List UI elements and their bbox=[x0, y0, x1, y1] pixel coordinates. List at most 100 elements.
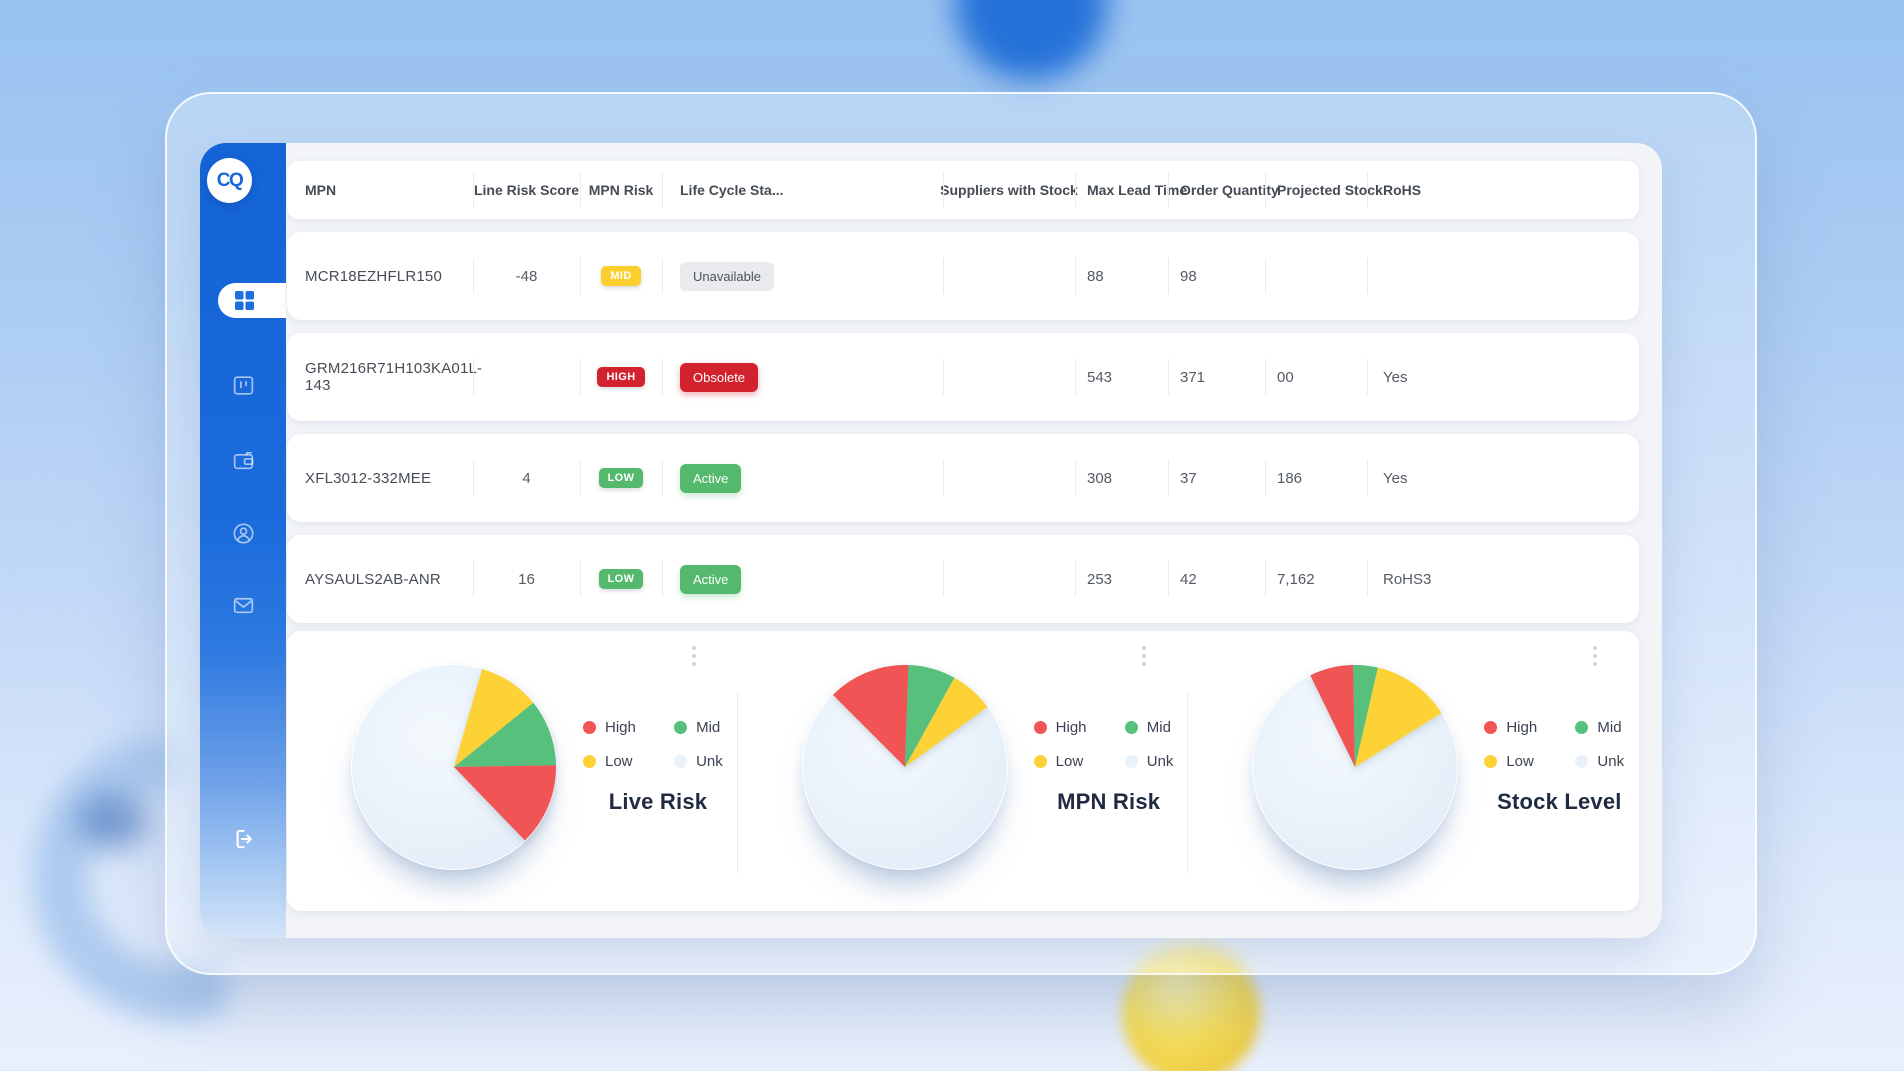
cell-value: 253 bbox=[1087, 570, 1113, 588]
column-header-label: Line Risk Score bbox=[473, 182, 580, 198]
pie-slice-high bbox=[1310, 665, 1356, 767]
cell-suppliers_with_stock bbox=[943, 535, 1075, 623]
legend-dot-icon bbox=[1484, 755, 1498, 768]
app-logo[interactable]: CQ bbox=[207, 158, 252, 203]
column-header-life_cycle_status: Life Cycle Sta... bbox=[662, 161, 943, 219]
column-header-rohs: RoHS bbox=[1367, 161, 1639, 219]
column-header-label: Life Cycle Sta... bbox=[680, 182, 784, 198]
dashboard-panel: CQ bbox=[200, 143, 1662, 938]
table-row[interactable]: XFL3012-332MEE 4 LOW Active 308 37 186 Yes bbox=[287, 434, 1639, 522]
life-cycle-status-badge: Unavailable bbox=[680, 261, 774, 291]
cell-projected_stock: 00 bbox=[1265, 333, 1367, 421]
legend-item-mid: Mid bbox=[674, 719, 733, 736]
sidebar-item-profile[interactable] bbox=[223, 513, 263, 553]
column-header-label: MPN Risk bbox=[588, 182, 654, 198]
legend-label: Unk bbox=[1146, 753, 1174, 770]
column-header-label: Max Lead Time bbox=[1087, 182, 1188, 198]
app-logo-text: CQ bbox=[216, 169, 244, 191]
legend-item-low: Low bbox=[583, 753, 646, 770]
sidebar-item-boards[interactable] bbox=[223, 365, 263, 405]
cell-value: 88 bbox=[1087, 267, 1104, 285]
cell-mpn_risk: LOW bbox=[580, 535, 662, 623]
table-row[interactable]: GRM216R71H103KA01L-143 HIGH Obsolete 543 371… bbox=[287, 333, 1639, 421]
decor-blue-hook bbox=[32, 736, 230, 1021]
cell-value: 7,162 bbox=[1277, 570, 1315, 588]
legend-label: Low bbox=[1506, 753, 1534, 770]
cell-value: 543 bbox=[1087, 368, 1113, 386]
legend-dot-icon bbox=[674, 721, 688, 734]
pie-slice-low bbox=[454, 668, 534, 767]
cell-suppliers_with_stock bbox=[943, 232, 1075, 320]
pie-slice-mid bbox=[454, 702, 556, 767]
chart-title: Live Risk bbox=[608, 789, 708, 814]
more-options-icon[interactable] bbox=[691, 646, 696, 666]
legend-label: High bbox=[605, 719, 636, 736]
cell-rohs: RoHS3 bbox=[1367, 535, 1639, 623]
pie-slice-high bbox=[454, 765, 556, 841]
cell-value: GRM216R71H103KA01L-143 bbox=[305, 360, 483, 394]
cell-value: 4 bbox=[522, 469, 531, 487]
cell-life_cycle_status: Active bbox=[662, 434, 943, 522]
legend-item-low: Low bbox=[1484, 753, 1547, 770]
column-header-order_quantity: Order Quantity bbox=[1168, 161, 1279, 219]
mpn-risk-badge: LOW bbox=[598, 569, 644, 589]
column-header-suppliers_with_stock: Suppliers with Stock bbox=[940, 161, 1078, 219]
legend-dot-icon bbox=[1575, 755, 1589, 768]
cell-value: 16 bbox=[518, 570, 535, 588]
cell-life_cycle_status: Obsolete bbox=[662, 333, 943, 421]
cell-suppliers_with_stock bbox=[943, 333, 1075, 421]
column-header-label: RoHS bbox=[1383, 182, 1422, 198]
mpn-risk-badge: LOW bbox=[598, 468, 644, 488]
cell-line_risk_score: 16 bbox=[473, 535, 580, 623]
cell-order_quantity: 98 bbox=[1168, 232, 1265, 320]
sidebar-item-dashboard[interactable] bbox=[218, 283, 286, 318]
decor-dark-smudge bbox=[76, 793, 148, 849]
column-header-mpn_risk: MPN Risk bbox=[580, 161, 662, 219]
more-options-icon[interactable] bbox=[1142, 646, 1147, 666]
column-header-projected_stock: Projected Stock bbox=[1265, 161, 1383, 219]
sidebar-item-wallet[interactable] bbox=[223, 440, 263, 480]
legend-item-unk: Unk bbox=[674, 753, 733, 770]
cell-max_lead_time: 543 bbox=[1075, 333, 1168, 421]
table-row[interactable]: AYSAULS2AB-ANR 16 LOW Active 253 42 7,162 RoHS3 bbox=[287, 535, 1639, 623]
cell-projected_stock: 186 bbox=[1265, 434, 1367, 522]
legend-label: High bbox=[1055, 719, 1087, 736]
sidebar-item-messages[interactable] bbox=[223, 585, 263, 625]
cell-rohs bbox=[1367, 232, 1639, 320]
legend-dot-icon bbox=[1124, 721, 1138, 734]
cell-value: -48 bbox=[515, 267, 538, 285]
column-header-label: Suppliers with Stock bbox=[940, 182, 1078, 198]
cell-mpn_risk: LOW bbox=[580, 434, 662, 522]
cell-mpn: MCR18EZHFLR150 bbox=[287, 232, 473, 320]
cell-value: RoHS3 bbox=[1383, 570, 1432, 588]
legend-dot-icon bbox=[1033, 721, 1047, 734]
more-options-icon[interactable] bbox=[1593, 646, 1598, 666]
legend-item-high: High bbox=[1033, 719, 1097, 736]
pie-slice-mid bbox=[1353, 665, 1379, 767]
chart-title: Stock Level bbox=[1497, 789, 1622, 814]
cell-line_risk_score: -48 bbox=[473, 232, 580, 320]
cell-rohs: Yes bbox=[1367, 434, 1639, 522]
column-header-label: Order Quantity bbox=[1180, 182, 1279, 198]
legend-label: Mid bbox=[1146, 719, 1171, 736]
table-row[interactable]: MCR18EZHFLR150 -48 MID Unavailable 88 98 bbox=[287, 232, 1639, 320]
legend-label: Unk bbox=[696, 753, 723, 770]
cell-projected_stock: 7,162 bbox=[1265, 535, 1367, 623]
cell-value: 37 bbox=[1180, 469, 1197, 487]
logout-icon bbox=[236, 829, 252, 849]
legend-dot-icon bbox=[1033, 755, 1047, 768]
cell-line_risk_score: 4 bbox=[473, 434, 580, 522]
column-header-line_risk_score: Line Risk Score bbox=[473, 161, 580, 219]
table-body: MCR18EZHFLR150 -48 MID Unavailable 88 98 GRM21… bbox=[287, 232, 1639, 623]
wallet-icon bbox=[233, 451, 253, 469]
legend-item-mid: Mid bbox=[1124, 719, 1184, 736]
chart-group-live-risk: High Mid Low Unk Live Risk bbox=[287, 631, 738, 911]
sidebar-item-logout[interactable] bbox=[223, 819, 263, 859]
cell-max_lead_time: 253 bbox=[1075, 535, 1168, 623]
legend-label: Low bbox=[605, 753, 633, 770]
cell-mpn_risk: MID bbox=[580, 232, 662, 320]
cell-order_quantity: 37 bbox=[1168, 434, 1265, 522]
cell-value: MCR18EZHFLR150 bbox=[305, 267, 443, 285]
pie-chart-live-risk bbox=[351, 664, 557, 870]
mail-icon bbox=[233, 597, 253, 613]
